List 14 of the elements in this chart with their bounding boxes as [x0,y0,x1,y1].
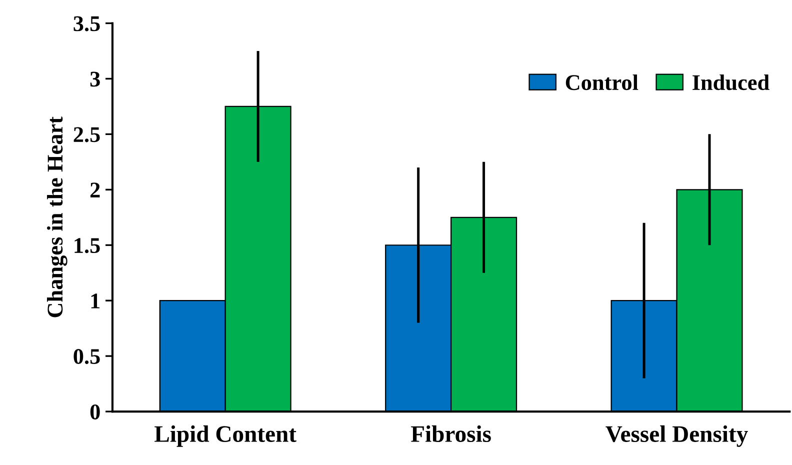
y-tick-label: 0 [90,404,100,420]
y-tick-label: 2 [90,182,100,198]
y-tick-label: 2.5 [74,127,100,142]
x-tick-label: Fibrosis [410,425,491,442]
y-tick-label: 3 [90,72,100,87]
legend-label: Control [566,74,638,90]
x-tick-label: Lipid Content [154,425,296,447]
x-tick-label: Vessel Density [606,425,748,447]
y-tick-label: 3.5 [74,16,100,32]
legend-label: Induced [692,74,770,90]
y-tick-label: 0.5 [74,348,100,364]
y-tick-label: 1 [91,294,100,308]
y-tick-label: 1.5 [74,238,100,254]
y-axis-title: Changes in the Heart [47,116,68,318]
